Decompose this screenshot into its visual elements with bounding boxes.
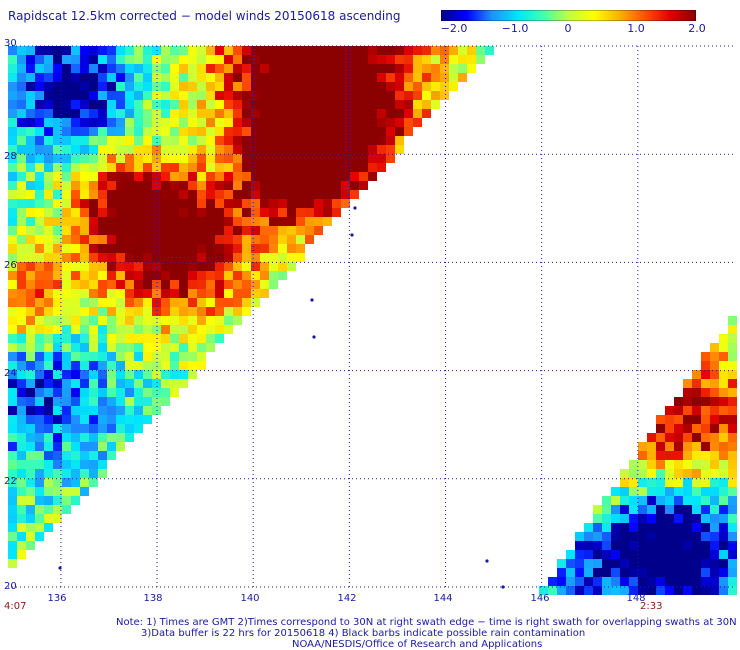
colorbar-tick: 2.0 <box>688 22 706 35</box>
lat-label: 26 <box>4 260 17 271</box>
island-marker <box>485 559 489 563</box>
colorbar-tick: −1.0 <box>501 22 529 35</box>
island-marker <box>310 298 314 302</box>
island-marker <box>501 585 505 589</box>
colorbar-tick: 0 <box>564 22 572 35</box>
colorbar <box>441 10 696 21</box>
lon-label: 138 <box>143 593 163 604</box>
lon-label: 144 <box>433 593 453 604</box>
lon-label: 136 <box>47 593 67 604</box>
lon-label: 148 <box>626 593 646 604</box>
lon-label: 146 <box>530 593 550 604</box>
lat-label: 22 <box>4 476 17 487</box>
colorbar-tick: −2.0 <box>440 22 468 35</box>
island-marker <box>350 233 354 237</box>
time-left: 4:07 <box>4 601 27 612</box>
note-line-3: NOAA/NESDIS/Office of Research and Appli… <box>292 639 543 650</box>
lat-label: 24 <box>4 368 17 379</box>
island-marker <box>312 335 316 339</box>
swath-cells <box>8 46 737 595</box>
map-title: Rapidscat 12.5km corrected − model winds… <box>8 9 401 23</box>
island-marker <box>58 566 62 570</box>
time-right: 2:33 <box>640 601 663 612</box>
note-line-1: Note: 1) Times are GMT 2)Times correspon… <box>116 617 737 628</box>
lat-label: 20 <box>4 581 17 592</box>
note-line-2: 3)Data buffer is 22 hrs for 20150618 4) … <box>141 628 586 639</box>
lat-label: 28 <box>4 151 17 162</box>
colorbar-tick: 1.0 <box>627 22 645 35</box>
lat-label: 30 <box>4 38 17 49</box>
wind-difference-map <box>8 45 737 595</box>
island-marker <box>353 206 357 210</box>
lon-label: 140 <box>240 593 260 604</box>
lon-label: 142 <box>337 593 357 604</box>
